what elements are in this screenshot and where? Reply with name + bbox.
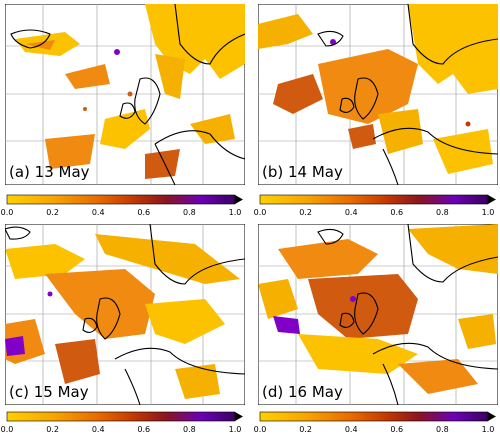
coastlines [317,4,498,185]
map-panel-c: (c) 15 May [5,224,245,405]
map-d-svg: (d) 16 May [258,224,498,405]
tick-label: 1.0 [482,425,495,434]
tick-label: 1.0 [229,208,242,217]
tick-label: 1.0 [229,425,242,434]
map-a-svg: (a) 13 May [5,4,245,185]
panel-label: (c) 15 May [9,383,89,401]
map-c-svg: (c) 15 May [5,224,245,405]
tick-label: 0.8 [436,208,449,217]
colorbar-top-right: 0.0 0.2 0.4 0.6 0.8 1.0 [254,193,498,221]
tick-label: 0.2 [46,208,59,217]
tick-label: 0.8 [183,425,196,434]
map-panel-b: (b) 14 May [258,4,498,185]
tick-label: 0.8 [436,425,449,434]
map-b-svg: (b) 14 May [258,4,498,185]
tick-label: 0.0 [254,208,267,217]
coastlines [10,4,245,185]
tick-label: 0.0 [1,208,14,217]
colorbar-bottom-left: 0.0 0.2 0.4 0.6 0.8 1.0 [1,410,245,438]
panel-label: (a) 13 May [9,163,90,181]
tick-label: 0.4 [92,208,105,217]
tick-label: 0.0 [254,425,267,434]
aerosol-field [5,234,240,399]
map-panel-a: (a) 13 May [5,4,245,185]
tick-label: 0.6 [137,208,150,217]
aerosol-field [258,4,498,174]
coastlines [5,224,245,405]
tick-label: 0.6 [390,208,403,217]
colorbar-svg: 0.0 0.2 0.4 0.6 0.8 1.0 [254,194,496,217]
colorbar-top-left: 0.0 0.2 0.4 0.6 0.8 1.0 [1,193,245,221]
tick-label: 0.2 [46,425,59,434]
aerosol-field [15,4,245,179]
panel-label: (d) 16 May [262,383,343,401]
tick-label: 0.2 [299,208,312,217]
tick-label: 0.2 [299,425,312,434]
tick-label: 0.4 [92,425,105,434]
tick-label: 0.8 [183,208,196,217]
colorbar-svg: 0.0 0.2 0.4 0.6 0.8 1.0 [1,194,243,217]
aerosol-field [258,224,498,394]
panel-label: (b) 14 May [262,163,343,181]
map-panel-d: (d) 16 May [258,224,498,405]
tick-label: 0.4 [345,425,358,434]
tick-label: 0.0 [1,425,14,434]
tick-label: 0.4 [345,208,358,217]
tick-label: 1.0 [482,208,495,217]
coastlines [317,224,498,405]
colorbar-svg: 0.0 0.2 0.4 0.6 0.8 1.0 [254,411,496,434]
colorbar-bottom-right: 0.0 0.2 0.4 0.6 0.8 1.0 [254,410,498,438]
tick-label: 0.6 [137,425,150,434]
colorbar-svg: 0.0 0.2 0.4 0.6 0.8 1.0 [1,411,243,434]
tick-label: 0.6 [390,425,403,434]
